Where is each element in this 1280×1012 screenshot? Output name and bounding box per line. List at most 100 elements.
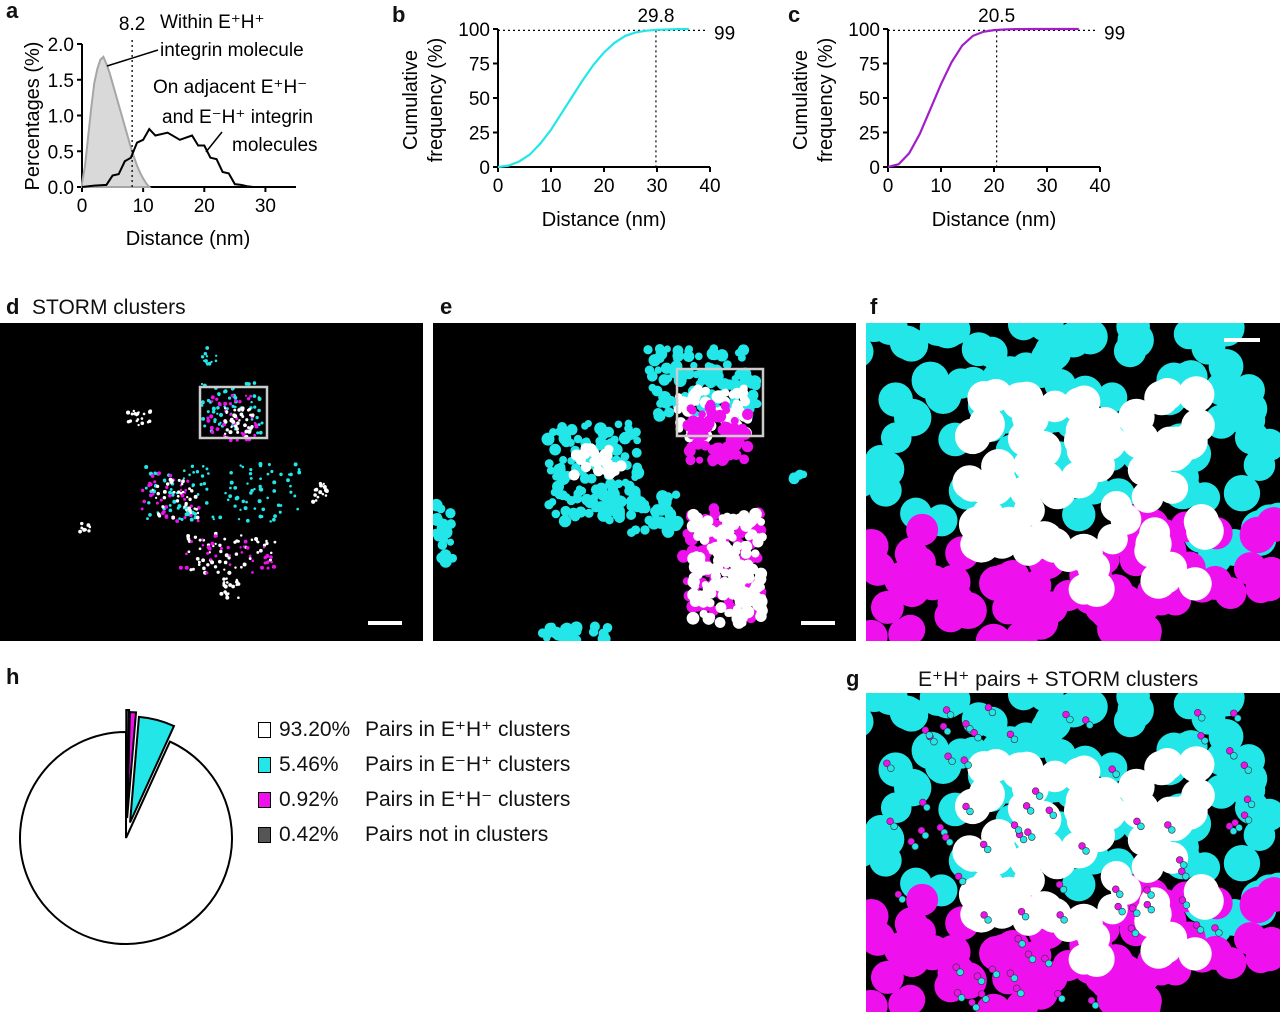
localization-dot bbox=[245, 518, 250, 523]
localization-dot bbox=[255, 415, 259, 420]
pair-marker bbox=[1054, 990, 1062, 998]
localization-dot bbox=[248, 556, 252, 560]
localization-dot bbox=[233, 408, 237, 412]
localization-dot bbox=[240, 551, 244, 554]
localization-dot bbox=[1256, 507, 1280, 543]
localization-dot bbox=[1088, 407, 1122, 440]
localization-dot bbox=[198, 538, 202, 542]
pair-marker bbox=[1127, 924, 1136, 933]
pair-marker bbox=[1018, 940, 1026, 948]
pair-marker bbox=[1006, 730, 1015, 739]
localization-dot bbox=[549, 443, 562, 456]
localization-dot bbox=[209, 425, 214, 430]
localization-dot bbox=[228, 430, 233, 435]
localization-dot bbox=[234, 552, 239, 556]
localization-dot bbox=[279, 472, 283, 477]
localization-dot bbox=[323, 488, 329, 493]
localization-dot bbox=[177, 490, 181, 494]
localization-dot bbox=[223, 584, 228, 589]
pair-marker bbox=[1017, 989, 1025, 998]
threshold-label: 8.2 bbox=[119, 14, 145, 35]
pair-marker bbox=[1168, 826, 1176, 834]
pair-marker bbox=[939, 722, 948, 731]
legend-item: 0.92% Pairs in E⁺H⁻ clusters bbox=[258, 782, 570, 817]
x-tick-label: 20 bbox=[593, 176, 614, 197]
localization-dot bbox=[168, 503, 172, 507]
localization-dot bbox=[191, 567, 195, 571]
localization-dot bbox=[223, 432, 227, 436]
localization-dot bbox=[241, 408, 244, 412]
localization-dot bbox=[209, 414, 214, 419]
localization-dot bbox=[196, 511, 200, 515]
pair-marker bbox=[1137, 822, 1145, 831]
localization-dot bbox=[1252, 938, 1280, 972]
pair-marker bbox=[957, 994, 966, 1002]
localization-dot bbox=[188, 508, 192, 513]
localization-dot bbox=[640, 525, 650, 535]
localization-dot bbox=[1178, 746, 1215, 783]
localization-dot bbox=[80, 526, 84, 530]
localization-dot bbox=[1118, 768, 1155, 806]
localization-dot bbox=[257, 408, 261, 413]
pair-marker bbox=[890, 822, 898, 831]
cumulative-curve bbox=[497, 27, 689, 169]
localization-dot bbox=[140, 417, 144, 420]
zoomed-clusters-image bbox=[433, 323, 856, 641]
localization-dot bbox=[1116, 323, 1150, 344]
localization-dot bbox=[686, 519, 700, 533]
localization-dot bbox=[740, 606, 753, 618]
localization-dot bbox=[236, 582, 240, 586]
localization-dot bbox=[205, 487, 209, 491]
localization-dot bbox=[573, 434, 583, 444]
pair-marker bbox=[1176, 856, 1184, 864]
localization-dot bbox=[225, 411, 228, 415]
localization-dot bbox=[147, 410, 152, 414]
localization-dot bbox=[709, 344, 719, 353]
panel-title-g: E⁺H⁺ pairs + STORM clusters bbox=[918, 668, 1199, 691]
localization-dot bbox=[751, 549, 760, 558]
localization-dot bbox=[644, 365, 655, 375]
pair-marker bbox=[1240, 761, 1249, 769]
legend-label: Pairs in E⁺H⁻ clusters bbox=[365, 788, 571, 811]
localization-dot bbox=[230, 425, 233, 429]
localization-dot bbox=[789, 472, 799, 483]
localization-dot bbox=[244, 429, 249, 434]
localization-dot bbox=[261, 507, 266, 512]
localization-dot bbox=[142, 412, 146, 416]
pair-marker bbox=[1024, 950, 1033, 958]
x-tick-label: 30 bbox=[646, 176, 667, 197]
pair-marker bbox=[1234, 714, 1242, 722]
localization-dot bbox=[1039, 390, 1071, 423]
pie-slice bbox=[129, 715, 176, 823]
localization-dot bbox=[726, 608, 735, 617]
localization-dot bbox=[252, 381, 257, 385]
localization-dot bbox=[188, 497, 192, 501]
localization-dot bbox=[266, 472, 270, 476]
pair-marker bbox=[1066, 715, 1074, 724]
cumulative-curve bbox=[887, 27, 1079, 169]
pair-marker bbox=[887, 764, 895, 772]
localization-dot bbox=[245, 418, 249, 422]
localization-dot bbox=[244, 394, 248, 397]
localization-dot bbox=[690, 581, 700, 591]
localization-dot bbox=[217, 393, 221, 397]
localization-dot bbox=[250, 413, 255, 418]
localization-dot bbox=[184, 502, 188, 507]
pair-marker bbox=[1116, 890, 1124, 898]
localization-dot bbox=[883, 561, 919, 597]
localization-dot bbox=[1025, 891, 1064, 930]
localization-dot bbox=[202, 481, 207, 486]
localization-dot bbox=[713, 578, 727, 592]
localization-dot bbox=[446, 538, 455, 546]
pair-marker bbox=[921, 726, 930, 734]
localization-dot bbox=[558, 431, 572, 445]
localization-dot bbox=[157, 513, 162, 518]
localization-dot bbox=[197, 560, 201, 564]
localization-dot bbox=[141, 488, 145, 493]
localization-dot bbox=[297, 470, 302, 475]
localization-dot bbox=[691, 437, 705, 450]
localization-dot bbox=[171, 493, 175, 497]
localization-dot bbox=[575, 485, 583, 493]
localization-dot bbox=[757, 518, 766, 526]
localization-dot bbox=[200, 403, 204, 407]
